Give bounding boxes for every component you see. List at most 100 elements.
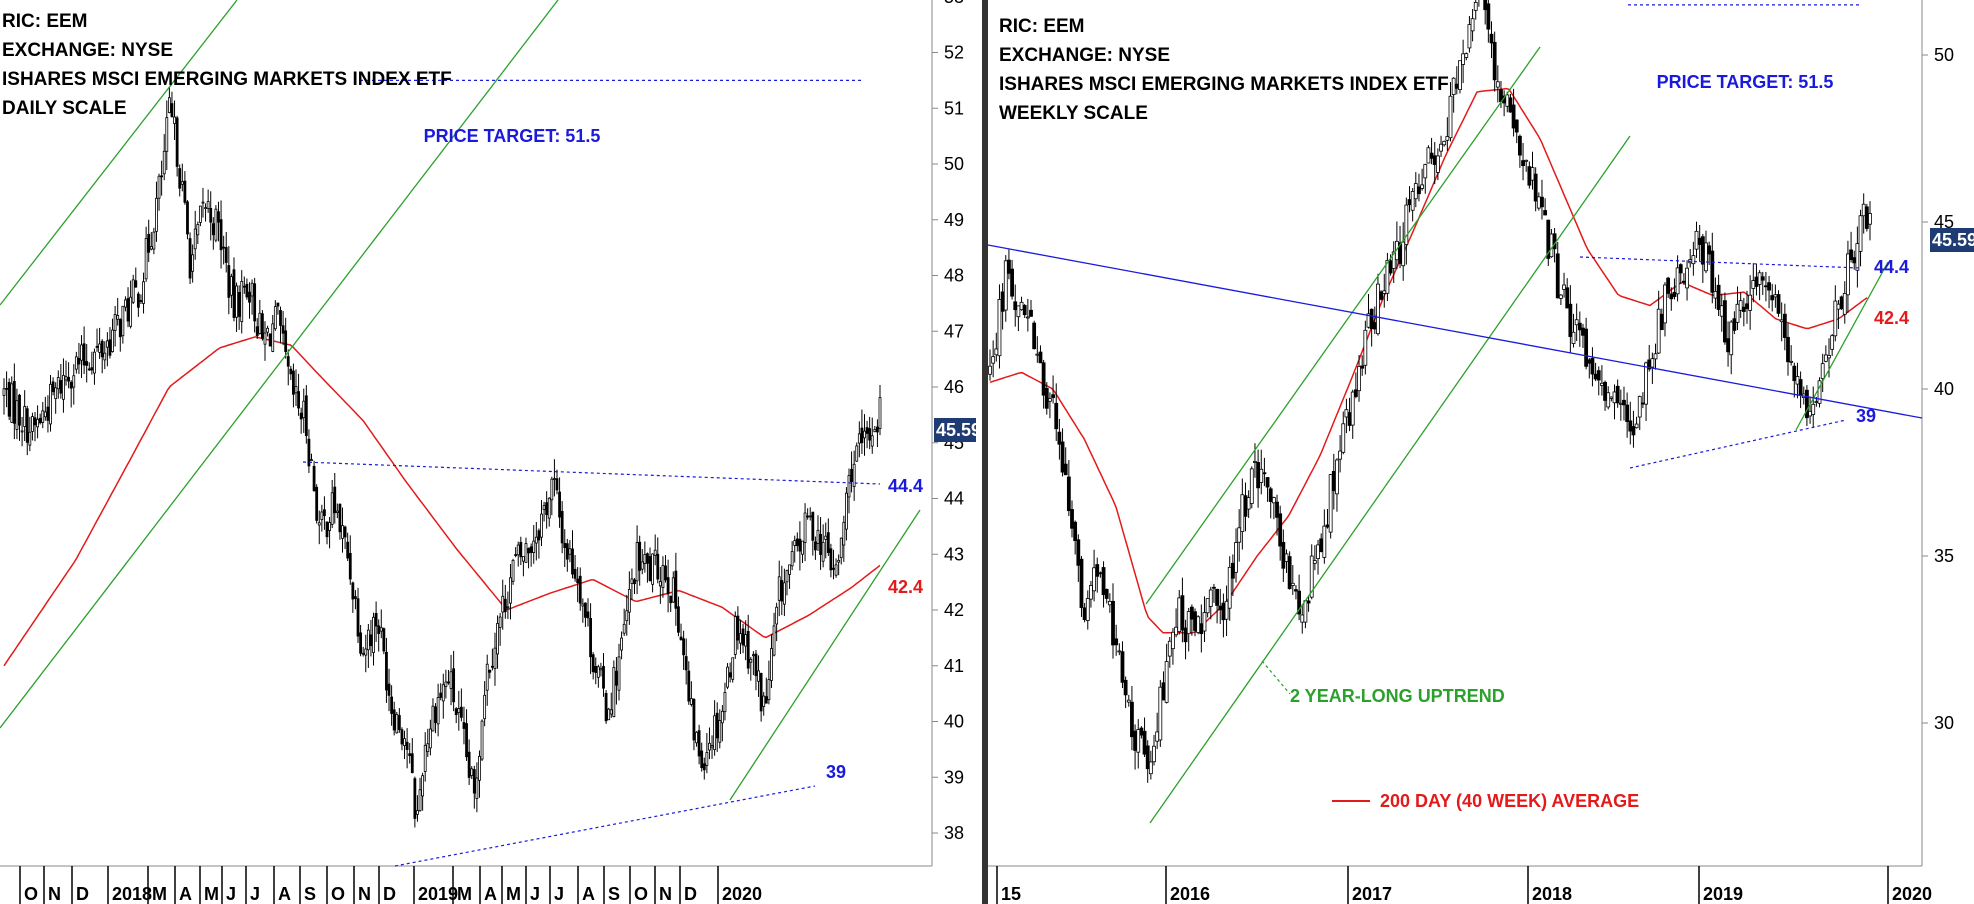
candle-body [795, 538, 799, 547]
candle-body [1719, 305, 1724, 317]
candle-body [444, 681, 448, 688]
candle-body [46, 406, 50, 421]
candle-body [1562, 284, 1566, 290]
candle-body [242, 285, 246, 288]
candle-body [1073, 521, 1078, 542]
candle-body [428, 728, 432, 749]
x-tick-label: D [684, 884, 697, 904]
y-tick-label: 41 [944, 656, 964, 676]
info-line: RIC: EEM [2, 11, 88, 32]
candle-body [1593, 373, 1598, 380]
candle-body [333, 486, 337, 514]
candle-body [121, 305, 125, 337]
candle-body [1849, 249, 1853, 260]
candle-body [808, 515, 812, 518]
candle-body [1199, 623, 1204, 635]
candle-body [666, 577, 670, 595]
candle-body [1275, 501, 1279, 518]
candle-body [516, 544, 520, 556]
candle-body [160, 175, 164, 178]
x-tick-label: J [250, 884, 260, 904]
y-tick-label: 42 [944, 600, 964, 620]
candle-body [656, 553, 660, 580]
candle-body [868, 428, 872, 441]
candle-body [1344, 409, 1349, 418]
candle-body [144, 238, 148, 280]
uptrend-pointer [1261, 660, 1291, 695]
candle-body [312, 465, 316, 492]
candle-body [1136, 729, 1141, 753]
candle-body [1388, 260, 1393, 274]
candle-body [1584, 328, 1589, 367]
candle-body [348, 552, 352, 580]
candle-body [806, 515, 810, 518]
candle-body [702, 763, 706, 771]
x-tick-label: 2020 [722, 884, 762, 904]
candle-body [1098, 572, 1103, 575]
candle-body [1798, 379, 1803, 396]
candle-body [1814, 401, 1819, 403]
candle-body [1171, 631, 1175, 650]
candle-body [1114, 638, 1119, 646]
x-tick-label: M [457, 884, 472, 904]
candle-body [255, 326, 259, 337]
candle-body [803, 512, 807, 543]
candle-body [1013, 301, 1018, 311]
candle-body [1148, 761, 1153, 775]
x-tick-label: J [554, 884, 564, 904]
candle-body [1379, 291, 1384, 300]
candle-body [777, 576, 781, 601]
trend-channel-line [729, 509, 921, 801]
candle-body [604, 692, 608, 722]
candle-body [705, 752, 709, 766]
candle-body [873, 429, 877, 433]
candle-body [227, 265, 231, 298]
candle-body [472, 769, 476, 794]
candle-body [1738, 300, 1743, 311]
candle-body [266, 327, 269, 333]
candle-body [1574, 319, 1579, 326]
candle-body [529, 546, 533, 553]
support-line [1629, 419, 1847, 469]
candle-body [1249, 468, 1254, 504]
candle-body [664, 565, 667, 581]
candle-body [170, 103, 174, 118]
candle-body [1328, 474, 1333, 533]
candle-body [757, 670, 760, 682]
level-label: 42.4 [888, 577, 923, 597]
resistance-line [1579, 256, 1861, 269]
x-tick-label: 2018 [1532, 884, 1572, 904]
candle-body [54, 387, 58, 400]
candle-body [772, 625, 776, 656]
candle-body [870, 435, 874, 447]
level-label: 39 [1856, 406, 1876, 426]
candle-body [560, 511, 564, 544]
candle-body [1723, 300, 1727, 343]
candle-body [550, 478, 554, 501]
candle-body [527, 547, 530, 554]
info-line: EXCHANGE: NYSE [2, 40, 173, 61]
info-line: DAILY SCALE [2, 98, 127, 119]
x-tick-label: J [530, 884, 540, 904]
candle-body [408, 753, 412, 757]
candle-body [1808, 410, 1812, 417]
candle-body [759, 672, 763, 712]
candle-body [1435, 155, 1440, 173]
candle-body [669, 595, 673, 604]
candle-body [1672, 291, 1677, 297]
candle-body [1401, 241, 1406, 267]
candle-body [651, 553, 655, 585]
candle-body [1335, 459, 1339, 495]
candle-body [1309, 555, 1314, 598]
candle-body [142, 281, 145, 304]
candle-body [136, 293, 140, 308]
candle-body [511, 559, 515, 582]
candle-body [1082, 607, 1087, 620]
candle-body [341, 525, 344, 539]
candle-body [813, 541, 817, 551]
candle-body [325, 521, 329, 538]
candle-body [643, 554, 647, 564]
candle-body [790, 551, 794, 567]
candle-body [661, 565, 665, 588]
candle-body [607, 708, 611, 721]
